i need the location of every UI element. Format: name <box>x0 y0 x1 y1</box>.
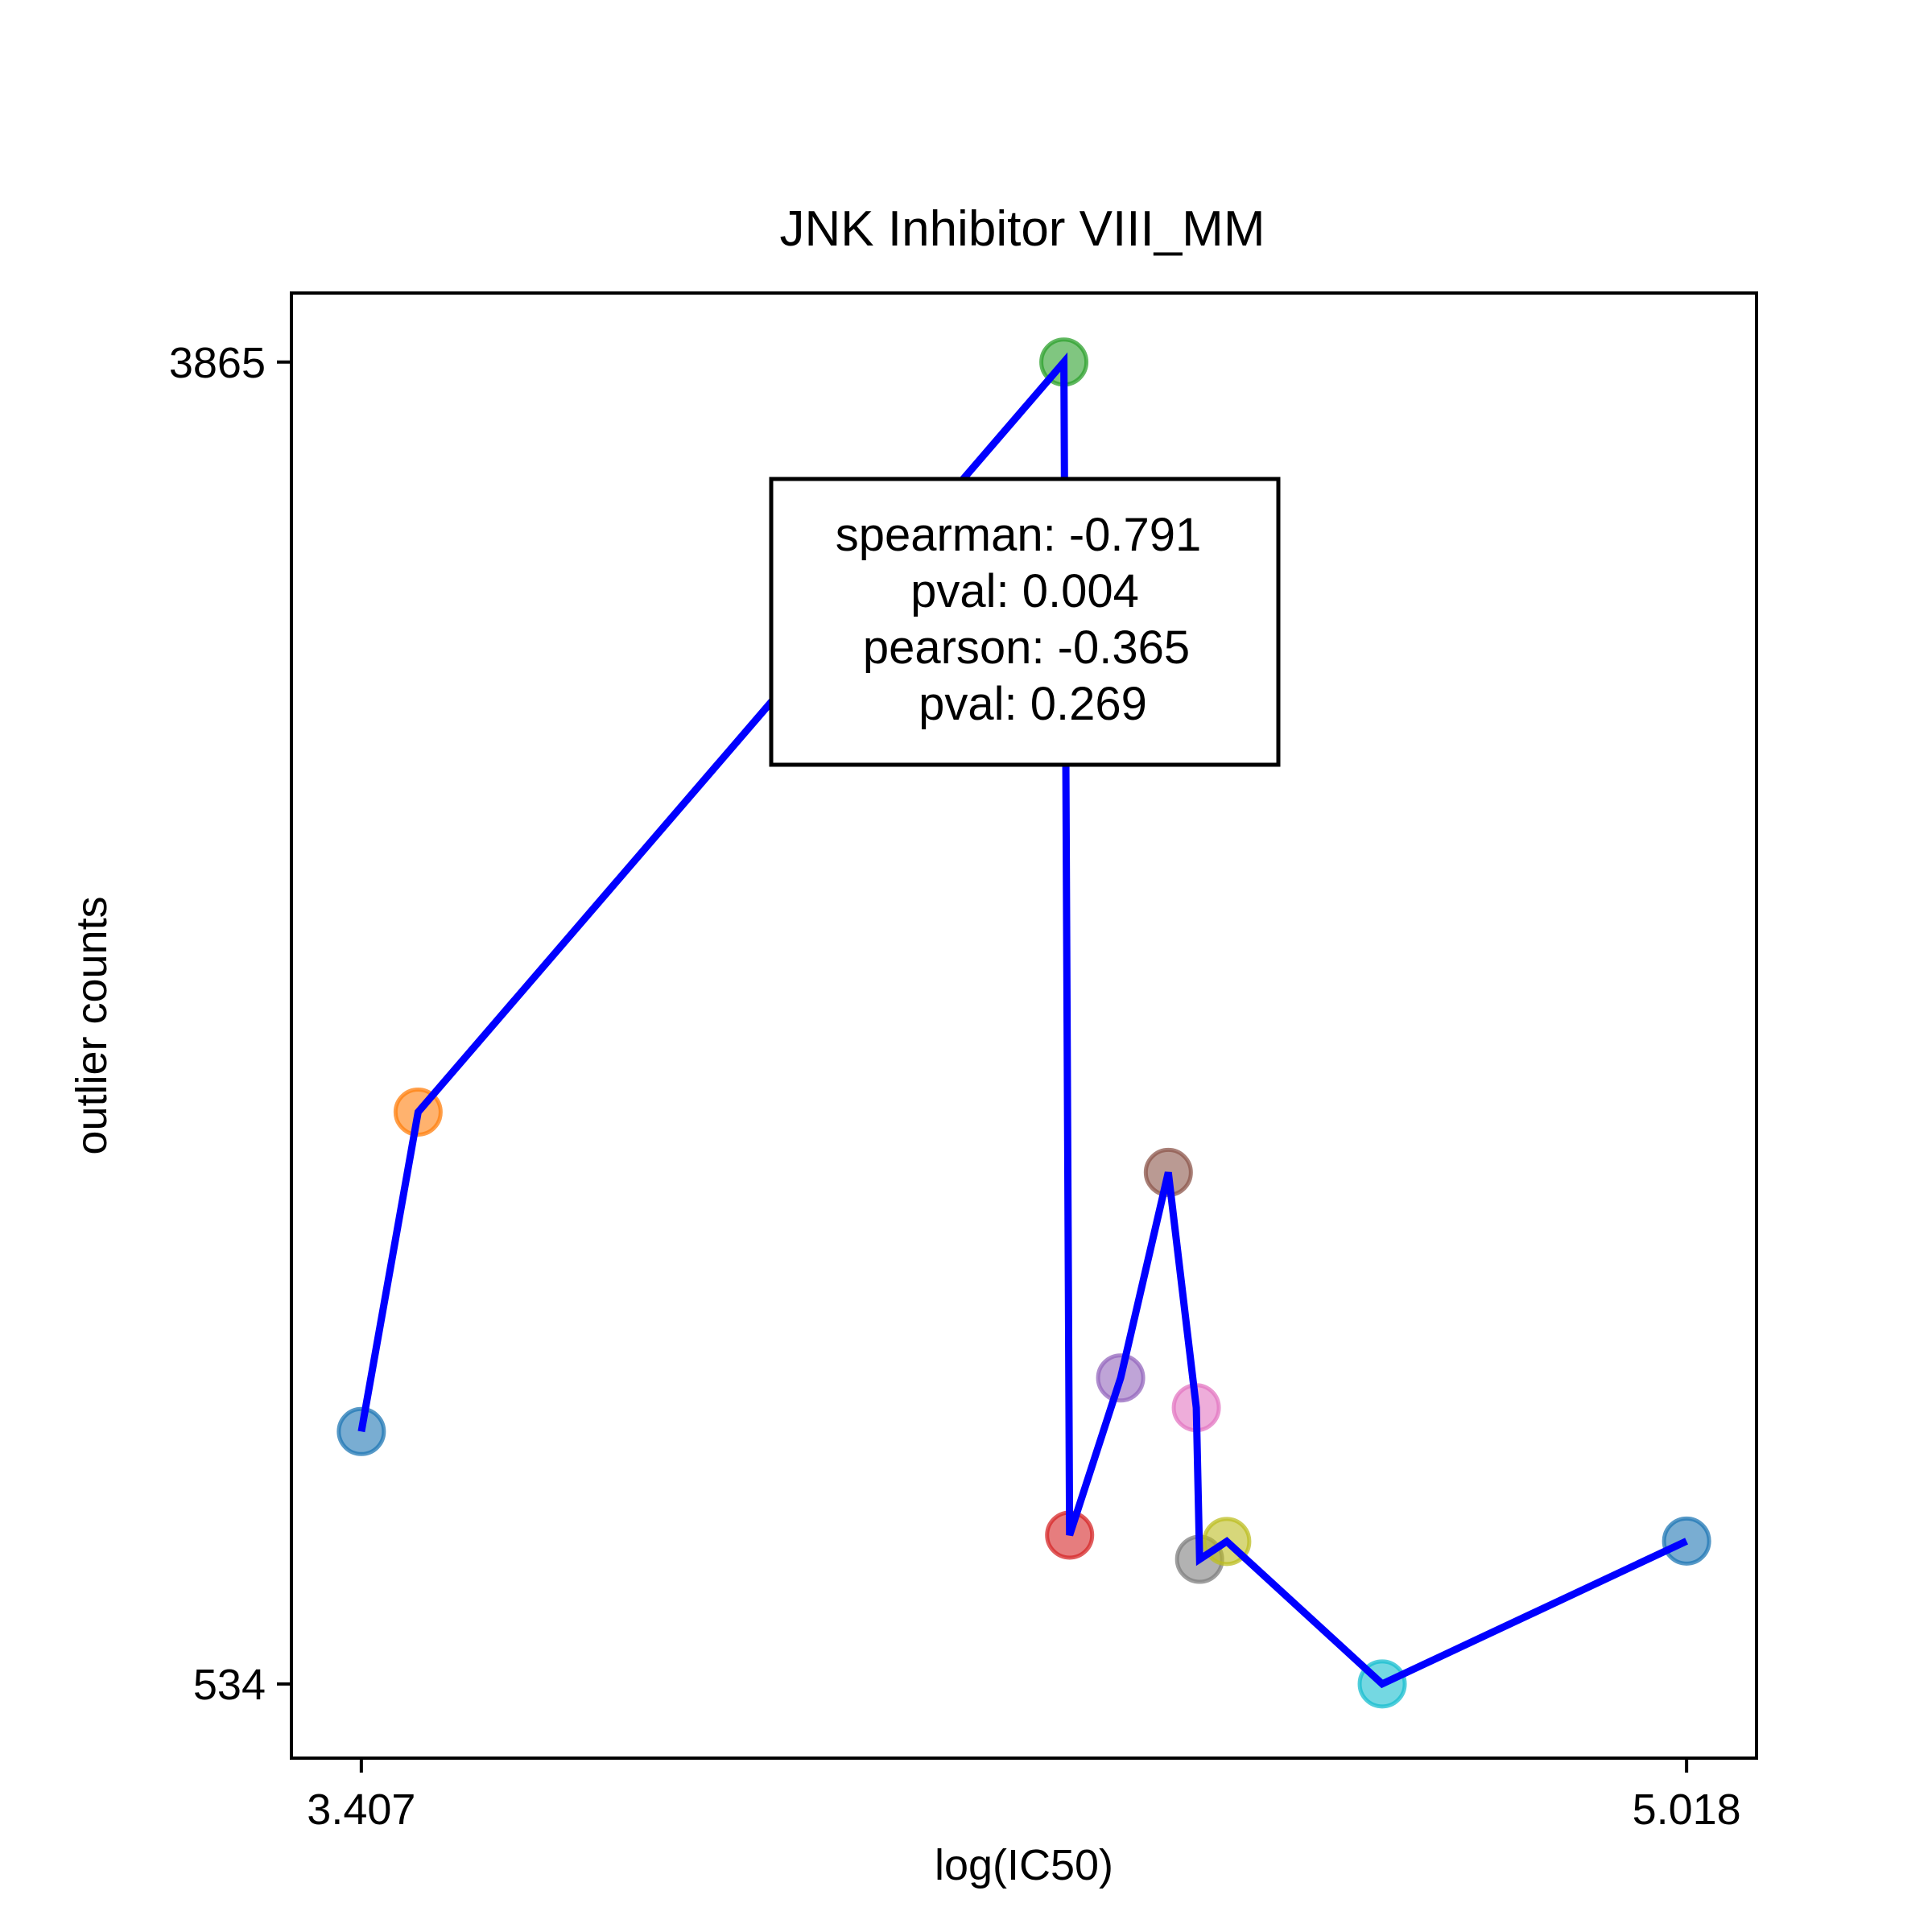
x-axis-label: log(IC50) <box>935 1841 1113 1889</box>
stats-box-frame <box>769 477 1281 767</box>
stats-box: spearman: -0.791 pval: 0.004 pearson: -0… <box>769 477 1281 767</box>
y-axis-label: outlier counts <box>68 896 116 1154</box>
stats-line-spearman: spearman: -0.791 <box>836 509 1202 561</box>
plot-frame <box>290 291 1758 1760</box>
stats-line-pearson: pearson: -0.365 <box>863 621 1190 674</box>
tick-layer: 3.407 5.018 3865 534 <box>169 339 1741 1834</box>
chart-title: JNK Inhibitor VIII_MM <box>780 201 1265 257</box>
data-point-11 <box>1662 1516 1711 1566</box>
x-tick-label-1: 3.407 <box>307 1785 415 1834</box>
y-tick-label-1: 3865 <box>169 339 266 387</box>
x-tick-label-2: 5.018 <box>1633 1785 1741 1834</box>
data-point-1 <box>336 1406 386 1456</box>
stats-line-pearson-pval: pval: 0.269 <box>919 678 1147 730</box>
stats-line-spearman-pval: pval: 0.004 <box>910 565 1139 617</box>
y-tick-label-2: 534 <box>193 1661 266 1709</box>
